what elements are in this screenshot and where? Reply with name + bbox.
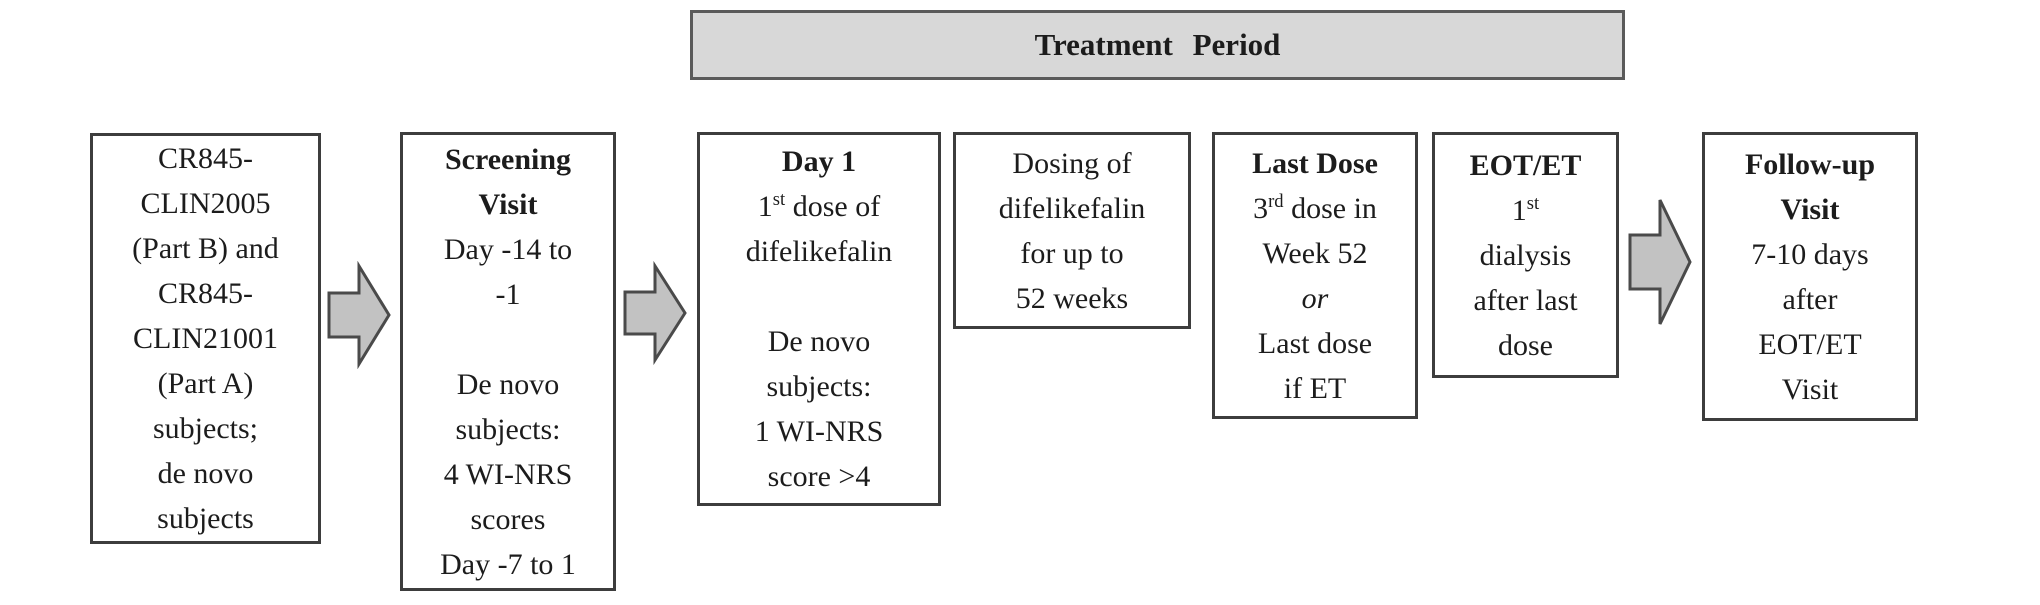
text-line: EOT/ET — [1758, 327, 1862, 361]
text-line: after — [1782, 282, 1838, 316]
text-line: -1 — [495, 277, 521, 311]
box-day-1-first-dose: Day 1 1st dose of difelikefalin De novo sub… — [697, 132, 941, 506]
treatment-period-header: Treatment Period — [690, 10, 1625, 80]
text-line: 4 WI-NRS — [443, 457, 573, 491]
text-line: De novo — [456, 367, 560, 401]
text-line: subjects: — [766, 370, 872, 403]
text-line: Follow-up — [1744, 147, 1876, 181]
text-line: 7-10 days — [1751, 237, 1869, 271]
box-prior-study-subjects: CR845- CLIN2005 (Part B) and CR845- CLIN2100… — [90, 133, 321, 544]
text-line: dose — [1498, 328, 1553, 362]
text-line — [403, 317, 613, 362]
text-line: Day -14 to — [443, 232, 573, 266]
text-line: EOT/ET — [1469, 148, 1582, 182]
text-line: 1st — [1511, 192, 1540, 227]
text-line: CR845- — [157, 142, 253, 175]
text-line: Screening — [444, 142, 572, 176]
text-line: difelikefalin — [745, 235, 893, 268]
text-line: Last Dose — [1252, 146, 1378, 180]
text-line: CR845- — [157, 277, 253, 310]
text-line — [700, 274, 938, 319]
text-line: if ET — [1283, 371, 1347, 405]
text-line: Visit — [1781, 372, 1839, 406]
text-line: de novo — [157, 457, 254, 490]
text-line: Visit — [478, 187, 538, 221]
text-line: subjects: — [455, 412, 561, 446]
treatment-period-label: Treatment Period — [1034, 27, 1281, 62]
text-line: (Part A) — [157, 367, 254, 400]
text-line: 52 weeks — [1015, 281, 1129, 315]
right-block-arrow-icon — [623, 261, 687, 365]
text-line: Last dose — [1257, 326, 1373, 360]
text-line: Day -7 to 1 — [440, 547, 576, 581]
box-screening-visit: Screening Visit Day -14 to -1 De novo subjec… — [400, 132, 616, 591]
text-line: (Part B) and — [132, 232, 279, 265]
box-follow-up-visit: Follow-up Visit 7-10 days after EOT/ET Visit — [1702, 132, 1918, 421]
text-line: De novo — [767, 325, 871, 358]
text-line: Dosing of — [1012, 146, 1132, 180]
text-line: difelikefalin — [998, 191, 1146, 225]
box-dosing-period: Dosing of difelikefalin for up to 52 weeks — [953, 132, 1191, 329]
right-block-arrow-icon — [1628, 194, 1692, 330]
text-line: after last — [1473, 283, 1578, 317]
right-block-arrow-icon — [327, 261, 391, 369]
text-line: 1st dose of — [757, 189, 881, 223]
text-line: CLIN2005 — [140, 187, 271, 220]
text-line: score >4 — [767, 460, 871, 493]
text-line: dialysis — [1479, 238, 1572, 272]
box-eot-et: EOT/ET 1st dialysis after last dose — [1432, 132, 1619, 378]
text-line: Visit — [1780, 192, 1840, 226]
text-line: 3rd dose in — [1253, 190, 1377, 225]
text-line: subjects — [157, 502, 254, 535]
text-line: 1 WI-NRS — [754, 415, 884, 448]
text-line: for up to — [1020, 236, 1124, 270]
text-line: Week 52 — [1262, 236, 1368, 270]
text-line: subjects; — [153, 412, 258, 445]
text-line: CLIN21001 — [133, 322, 278, 355]
box-last-dose: Last Dose 3rd dose in Week 52 or Last dose if… — [1212, 132, 1418, 419]
text-line: Day 1 — [781, 145, 857, 178]
text-line: or — [1301, 281, 1329, 315]
text-line: scores — [470, 502, 546, 536]
